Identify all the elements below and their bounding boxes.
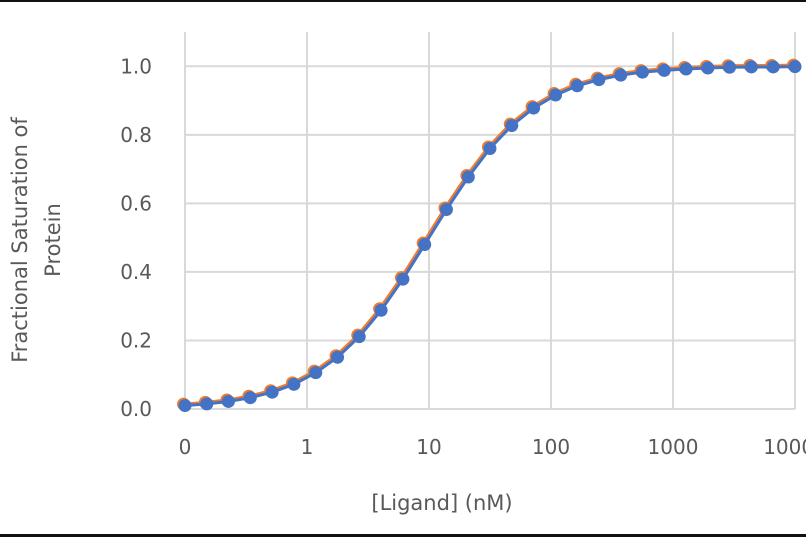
y-axis-title-line-2: Protein bbox=[41, 203, 65, 277]
y-axis-title: Fractional Saturation of Protein bbox=[8, 117, 65, 363]
data-point bbox=[418, 237, 432, 251]
data-point bbox=[439, 203, 453, 217]
series-line-2 bbox=[184, 65, 796, 408]
x-tick-label: 1000 bbox=[648, 435, 699, 459]
data-point bbox=[527, 101, 541, 115]
data-point bbox=[461, 170, 475, 184]
data-point bbox=[352, 330, 366, 344]
data-point bbox=[592, 73, 606, 87]
data-point bbox=[331, 350, 345, 364]
y-tick-label: 0.4 bbox=[120, 260, 152, 284]
data-point bbox=[221, 394, 235, 408]
data-point bbox=[549, 88, 563, 102]
data-point bbox=[243, 391, 257, 405]
data-point bbox=[396, 272, 410, 286]
y-tick-label: 0.0 bbox=[120, 397, 152, 421]
data-point bbox=[505, 119, 519, 133]
data-point bbox=[788, 60, 802, 74]
data-point bbox=[178, 399, 192, 413]
y-tick-labels: 0.0 0.2 0.4 0.6 0.8 1.0 bbox=[120, 54, 152, 421]
data-point bbox=[657, 63, 671, 77]
data-point bbox=[723, 60, 737, 74]
series-line-1 bbox=[183, 63, 794, 406]
x-tick-label: 1 bbox=[301, 435, 314, 459]
data-point bbox=[614, 68, 628, 82]
y-tick-label: 0.2 bbox=[120, 328, 152, 352]
data-point bbox=[265, 385, 279, 399]
data-point bbox=[287, 377, 301, 391]
data-point bbox=[570, 79, 584, 93]
x-tick-label: 10 bbox=[416, 435, 441, 459]
x-tick-label: 100 bbox=[532, 435, 570, 459]
y-tick-label: 1.0 bbox=[120, 54, 152, 78]
data-point bbox=[766, 60, 780, 74]
data-point bbox=[309, 366, 323, 380]
x-axis-title: [Ligand] (nM) bbox=[371, 491, 512, 515]
y-tick-label: 0.6 bbox=[120, 191, 152, 215]
data-point bbox=[374, 303, 388, 317]
data-point bbox=[744, 60, 758, 74]
x-tick-labels: 0 1 10 100 1000 10000 bbox=[179, 435, 806, 459]
y-axis-title-line-1: Fractional Saturation of bbox=[8, 117, 32, 363]
y-tick-label: 0.8 bbox=[120, 123, 152, 147]
data-point bbox=[483, 142, 497, 156]
data-point bbox=[635, 65, 649, 79]
x-tick-label: 10000 bbox=[763, 435, 806, 459]
x-tick-label: 0 bbox=[179, 435, 192, 459]
series-group bbox=[177, 58, 802, 413]
gridlines bbox=[184, 32, 796, 410]
data-point bbox=[200, 397, 214, 411]
data-point bbox=[679, 62, 693, 76]
data-point bbox=[701, 61, 715, 75]
